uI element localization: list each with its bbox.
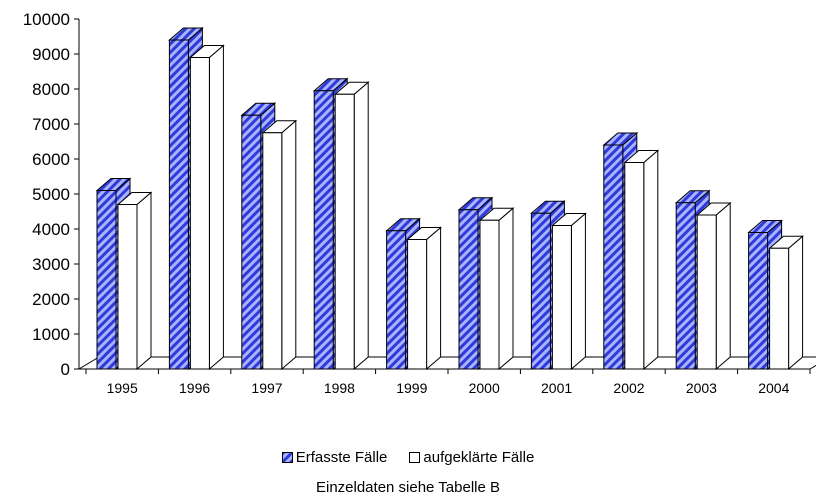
legend-item-erfasste: Erfasste Fälle [281,448,388,466]
x-tick-label: 2000 [469,380,500,396]
bar-aufgeklaerte-front [696,214,717,370]
bar-aufgeklaerte-front [769,247,790,370]
y-tick-label: 5000 [32,185,70,204]
bar-aufgeklaerte [333,81,370,371]
bar-erfasste-front [168,39,189,370]
x-tick-label: 2003 [686,380,717,396]
bar-aufgeklaerte-side [715,201,731,371]
x-tick-label: 1999 [396,380,427,396]
x-tick-label: 2004 [758,380,789,396]
bar-aufgeklaerte-side [788,235,804,371]
bar-aufgeklaerte [406,226,442,371]
bar-aufgeklaerte-side [570,212,586,371]
y-tick-label: 7000 [32,115,70,134]
bar-aufgeklaerte-front [624,162,645,370]
legend-label-erfasste: Erfasste Fälle [295,448,388,466]
bar-aufgeklaerte-front [117,204,138,370]
bar-erfasste-front [386,230,407,370]
bar-aufgeklaerte-side [353,81,369,371]
bar-aufgeklaerte-side [208,44,224,371]
y-tick-label: 8000 [32,80,70,99]
y-axis-labels: 0 1000 2000 3000 4000 5000 6000 7000 8000 9000 100… [23,10,70,379]
bar-aufgeklaerte [768,235,804,371]
y-tick-label: 1000 [32,325,70,344]
bar-aufgeklaerte-front [189,57,210,370]
bar-aufgeklaerte [261,119,298,371]
x-tick-label: 1996 [179,380,210,396]
legend-label-aufgeklaerte: aufgeklärte Fälle [423,448,535,466]
x-tick-label: 2001 [541,380,572,396]
x-axis-labels: 1995 1996 1997 1998 1999 2000 2001 2002 2003 2004 [107,380,790,396]
y-tick-label: 9000 [32,45,70,64]
legend-swatch-hatched [281,451,293,463]
legend-swatch-white [409,451,421,463]
bar-aufgeklaerte-side [281,119,297,371]
bar-aufgeklaerte [623,149,660,371]
bar-erfasste-front [241,114,262,370]
chart-legend: Erfasste Fälle aufgeklärte Fälle [0,446,816,468]
bar-aufgeklaerte-front [334,93,355,370]
bar-aufgeklaerte-front [551,225,572,370]
bar-aufgeklaerte-side [643,149,659,371]
bar-aufgeklaerte [695,201,732,371]
bar-erfasste-front [603,144,624,370]
bar-aufgeklaerte-side [498,207,514,371]
x-tick-label: 1995 [107,380,138,396]
bar-aufgeklaerte [551,212,587,371]
bar-aufgeklaerte-side [136,191,152,371]
x-tick-label: 2002 [613,380,644,396]
bar-aufgeklaerte [116,191,153,371]
bar-erfasste-front [458,209,479,370]
footnote: Einzeldaten siehe Tabelle B [315,479,501,496]
x-tick-label: 1998 [324,380,355,396]
bar-aufgeklaerte [189,44,225,371]
bar-erfasste-front [675,202,696,370]
y-tick-label: 2000 [32,290,70,309]
bar-aufgeklaerte-front [407,239,428,370]
bar-aufgeklaerte-front [262,132,283,370]
y-tick-label: 4000 [32,220,70,239]
chart-bars [95,26,804,371]
y-tick-label: 3000 [32,255,70,274]
bar-aufgeklaerte-side [426,226,442,371]
legend-item-aufgeklaerte: aufgeklärte Fälle [409,449,534,466]
bar-aufgeklaerte-front [479,219,500,370]
y-tick-label: 10000 [23,10,70,29]
bar-erfasste-front [96,190,117,370]
bar-aufgeklaerte [478,207,515,371]
y-tick-label: 0 [61,360,70,379]
bar-erfasste-front [530,212,551,370]
y-tick-label: 6000 [32,150,70,169]
bar-erfasste-front [313,90,334,370]
bar-erfasste-front [748,232,769,370]
x-tick-label: 1997 [251,380,282,396]
